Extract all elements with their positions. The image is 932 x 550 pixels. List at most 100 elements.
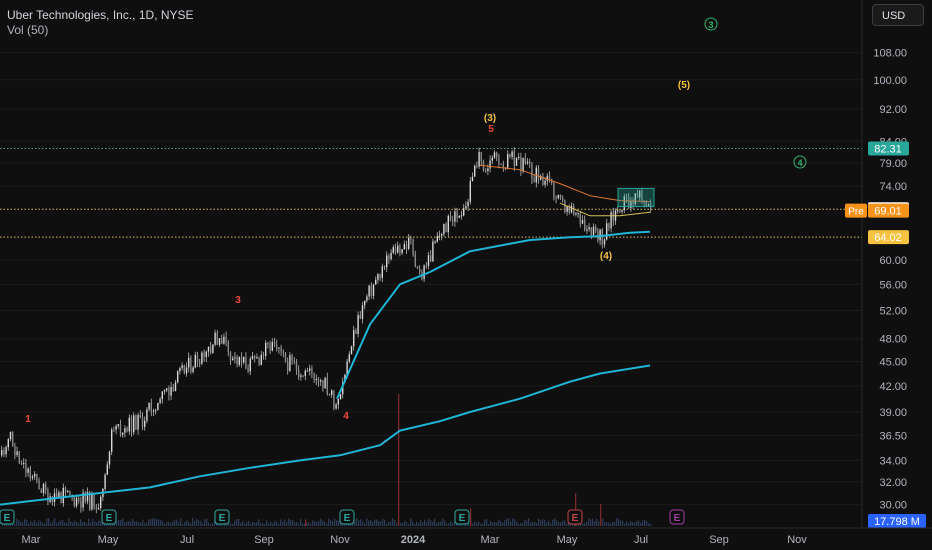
candle-body <box>260 354 262 365</box>
candle-body <box>581 220 584 224</box>
candle-body <box>93 493 95 508</box>
volume-bar <box>248 521 250 526</box>
candle-body <box>599 229 601 241</box>
moving-averages <box>0 164 655 506</box>
volume-bar <box>448 523 450 526</box>
volume-bar <box>46 518 48 526</box>
wave-label: 3 <box>708 20 713 30</box>
candle-body <box>34 473 36 477</box>
volume-bar <box>90 522 92 526</box>
volume-bar <box>366 518 368 526</box>
wave-label-circle <box>704 17 718 31</box>
price-axis: 108.00100.0092.0084.0079.0074.0060.0056.… <box>845 0 926 528</box>
y-tick-label: 39.00 <box>879 407 907 419</box>
volume-bar <box>536 523 538 526</box>
volume-bar <box>256 522 258 526</box>
y-tick-label: 45.00 <box>879 357 907 369</box>
volume-bar <box>244 523 246 526</box>
volume-bar <box>292 520 294 526</box>
y-tick-label: 32.00 <box>879 477 907 489</box>
volume-bar <box>416 521 418 526</box>
price-grid <box>0 52 862 506</box>
candle-body <box>300 375 302 377</box>
volume-bar <box>158 519 160 526</box>
volume-bar <box>384 519 386 526</box>
volume-bar <box>562 520 564 526</box>
candle-body <box>557 194 559 199</box>
volume-bar <box>266 520 268 526</box>
candle-body <box>1 450 3 456</box>
volume-bar <box>362 521 364 526</box>
y-tick-label: 56.00 <box>879 279 907 291</box>
volume-bar <box>214 519 216 526</box>
volume-bar <box>302 523 304 526</box>
volume-bar <box>252 521 254 526</box>
candle-body <box>610 212 612 229</box>
volume-bar <box>280 519 282 526</box>
volume-bar <box>336 519 338 526</box>
volume-bar <box>294 522 296 526</box>
volume-bar <box>510 521 512 526</box>
x-tick-label: Jul <box>634 534 648 546</box>
volume-bar <box>316 521 318 526</box>
volume-bar <box>434 519 436 526</box>
currency-button[interactable]: USD <box>872 4 924 26</box>
volume-bar <box>206 518 208 526</box>
wave-label: 3 <box>235 295 241 306</box>
candle-body <box>201 352 203 364</box>
x-tick-label: May <box>557 534 578 546</box>
candle-body <box>317 378 320 382</box>
volume-bar <box>140 522 142 526</box>
candle-body <box>489 160 491 169</box>
volume-bar <box>100 521 102 526</box>
volume-bar <box>460 523 462 526</box>
volume-bar <box>132 518 134 526</box>
candle-body <box>524 158 526 164</box>
volume-bar <box>166 522 168 526</box>
volume-bar <box>620 520 622 526</box>
candle-body <box>346 361 348 375</box>
candle-body <box>394 247 397 253</box>
candle-body <box>388 255 390 260</box>
time-axis: Mar May Jul Sep Nov 2024 Mar May Jul Sep Nov <box>0 527 932 546</box>
volume-bar <box>64 522 66 526</box>
volume-bar <box>542 519 544 526</box>
candle-body <box>273 342 276 345</box>
candle-body <box>366 296 368 301</box>
volume-bar <box>408 523 410 526</box>
candle-body <box>245 357 247 369</box>
candle-body <box>559 194 562 199</box>
volume-bar <box>276 521 278 526</box>
volume-bar <box>428 518 430 526</box>
volume-bar <box>326 523 328 526</box>
volume-bar <box>592 518 594 526</box>
volume-bar <box>204 519 206 526</box>
volume-bar <box>602 518 604 526</box>
candle-body <box>621 209 623 212</box>
volume-bar <box>488 523 490 526</box>
volume-bar <box>210 523 212 526</box>
volume-bar <box>436 522 438 526</box>
candle-body <box>106 464 108 475</box>
candle-body <box>38 480 40 490</box>
candle-body <box>548 175 551 180</box>
earnings-marker-label: E <box>106 513 113 524</box>
volume-bar <box>454 521 456 526</box>
candle-body <box>518 157 520 159</box>
volume-bar <box>648 523 650 526</box>
candle-body <box>168 388 170 396</box>
candle-body <box>42 483 45 493</box>
candle-body <box>390 252 392 260</box>
candle-body <box>350 346 353 355</box>
candle-body <box>214 332 216 345</box>
volume-indicator-label[interactable]: Vol (50) <box>7 23 49 37</box>
candle-body <box>67 491 69 493</box>
consolidation-box <box>617 187 655 208</box>
candle-body <box>485 170 487 172</box>
volume-bar <box>390 521 392 526</box>
volume-bar <box>490 520 492 526</box>
candle-body <box>295 361 298 370</box>
volume-bar <box>584 523 586 526</box>
earnings-marker-label: E <box>572 513 579 524</box>
